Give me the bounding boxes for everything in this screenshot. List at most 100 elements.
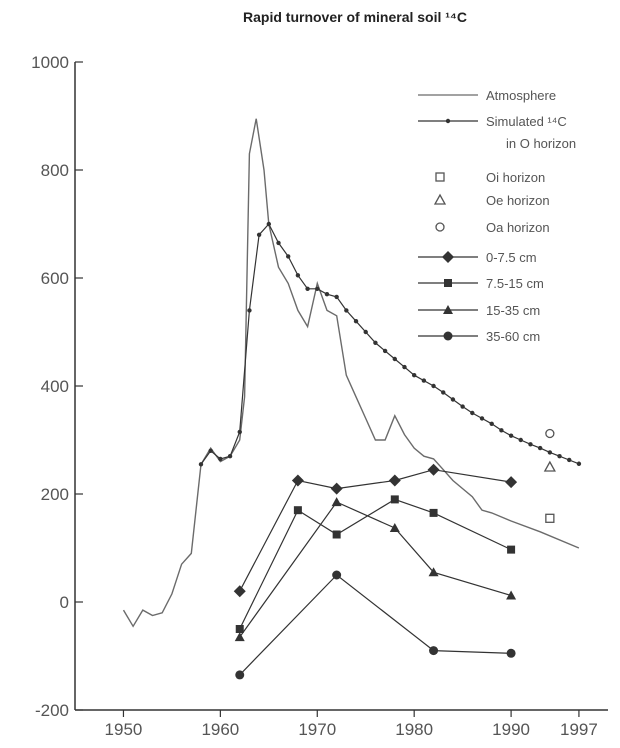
series-layer (122, 118, 582, 680)
data-point (291, 474, 304, 487)
y-tick-label: 1000 (31, 53, 69, 72)
y-tick-label: 600 (41, 269, 69, 288)
y-tick-label: 200 (41, 485, 69, 504)
legend-item: Atmosphere (418, 88, 556, 103)
data-point (402, 364, 407, 370)
legend-item: Simulated ¹⁴C in O horizon (418, 114, 576, 151)
data-point (235, 625, 244, 633)
data-point (431, 383, 436, 389)
data-point (428, 567, 439, 577)
data-point (508, 433, 514, 438)
data-point (305, 286, 310, 291)
x-tick-label: 1960 (201, 720, 239, 739)
data-point (286, 254, 291, 259)
data-point (198, 462, 204, 467)
series-oa-horizon (545, 428, 555, 439)
data-point (557, 454, 562, 459)
series-line (239, 574, 512, 676)
data-point (460, 404, 465, 409)
legend-label: 35-60 cm (486, 329, 540, 344)
legend: Atmosphere Simulated ¹⁴C in O horizon Oi ho… (418, 88, 576, 344)
data-point (276, 240, 281, 246)
data-point (237, 429, 242, 435)
data-point (411, 373, 417, 378)
data-point (444, 279, 452, 287)
data-point (353, 319, 359, 324)
legend-label: Oi horizon (486, 170, 545, 185)
data-point (547, 450, 553, 455)
data-point (332, 570, 342, 580)
series-oe-horizon (543, 460, 556, 472)
series-line (200, 222, 580, 465)
data-point (506, 648, 516, 658)
data-point (208, 448, 213, 453)
data-point (499, 428, 504, 433)
data-point (233, 585, 246, 598)
data-point (389, 523, 400, 533)
data-point (332, 530, 341, 539)
data-point (505, 476, 518, 489)
data-point (567, 457, 572, 463)
data-point (295, 273, 301, 278)
data-point (256, 232, 262, 237)
series-35-60-cm (235, 570, 516, 680)
legend-item: 7.5-15 cm (418, 276, 544, 291)
y-tick-label: -200 (35, 701, 69, 720)
series-line (239, 498, 512, 630)
legend-label: Oa horizon (486, 220, 550, 235)
axes: -200 0 200 400 600 800 1000 1950 1960 1970 1980 199… (31, 53, 608, 739)
legend-label: 0-7.5 cm (486, 250, 537, 265)
data-point (506, 590, 517, 600)
data-point (331, 497, 342, 507)
data-point (324, 292, 330, 297)
series-atmosphere (122, 118, 580, 628)
data-point (315, 286, 320, 291)
data-point (443, 331, 453, 341)
legend-item: 0-7.5 cm (418, 250, 537, 265)
data-point (330, 482, 343, 495)
data-point (433, 193, 447, 205)
x-tick-label: 1970 (298, 720, 336, 739)
legend-label: 15-35 cm (486, 303, 540, 318)
data-point (507, 545, 516, 554)
data-point (421, 378, 427, 383)
data-point (429, 508, 438, 517)
legend-item: 15-35 cm (418, 303, 540, 318)
series-line (239, 469, 512, 592)
data-point (344, 308, 349, 313)
legend-label: Atmosphere (486, 88, 556, 103)
series-7-5-15-cm (235, 495, 516, 633)
data-point (518, 437, 523, 443)
data-point (227, 454, 233, 459)
legend-item: Oi horizon (435, 170, 545, 185)
data-point (537, 445, 543, 451)
data-point (441, 390, 446, 395)
data-point (427, 463, 440, 476)
legend-item: Oe horizon (433, 193, 550, 208)
data-point (266, 221, 272, 227)
data-point (392, 356, 397, 362)
x-tick-label: 1990 (492, 720, 530, 739)
y-tick-label: 0 (60, 593, 69, 612)
data-point (435, 222, 445, 232)
data-point (576, 461, 582, 466)
series-oi-horizon (545, 513, 555, 523)
series-line (239, 501, 512, 638)
legend-label-line2: in O horizon (506, 136, 576, 151)
data-point (388, 474, 401, 487)
data-point (382, 348, 388, 354)
legend-item: Oa horizon (435, 220, 550, 235)
data-point (543, 460, 556, 472)
data-point (429, 646, 439, 656)
data-point (435, 172, 445, 182)
legend-label: Simulated ¹⁴C (486, 114, 567, 129)
data-point (545, 428, 555, 439)
data-point (373, 340, 378, 345)
data-point (334, 294, 339, 300)
series-0-7-5-cm (233, 463, 518, 598)
series-simulated-c-in-o-horizon (198, 221, 582, 467)
data-point (443, 305, 453, 314)
data-point (445, 118, 451, 124)
data-point (489, 421, 494, 426)
